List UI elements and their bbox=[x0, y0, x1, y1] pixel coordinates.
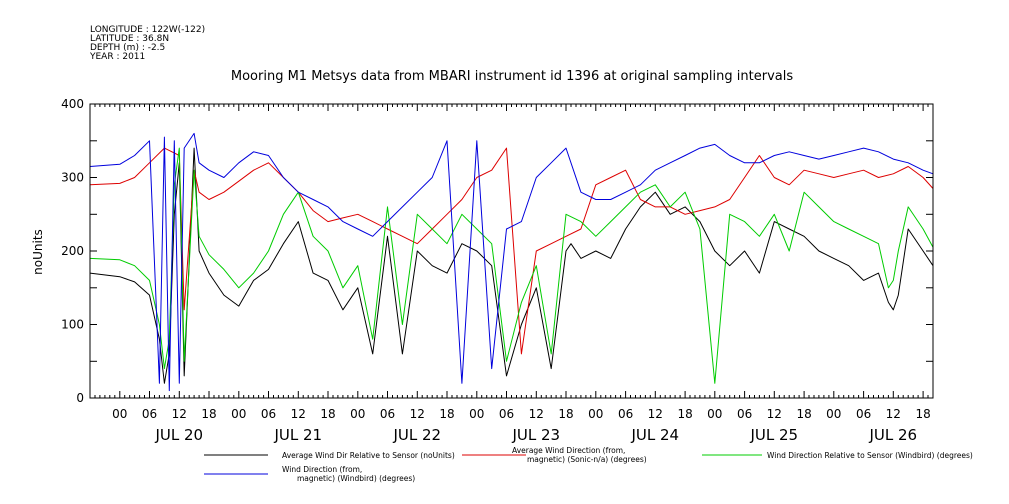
x-hour-label: 18 bbox=[320, 407, 335, 421]
x-day-label: JUL 25 bbox=[749, 426, 798, 444]
legend-label-red-1: Average Wind Direction (from, bbox=[512, 446, 625, 455]
series-line-2 bbox=[89, 147, 934, 355]
x-hour-label: 06 bbox=[499, 407, 514, 421]
x-day-label: JUL 21 bbox=[273, 426, 322, 444]
x-hour-label: 12 bbox=[886, 407, 901, 421]
series-line-4 bbox=[89, 132, 934, 392]
legend-label-red-2: magnetic) (Sonic-n/a) (degrees) bbox=[527, 455, 647, 464]
x-hour-label: 06 bbox=[737, 407, 752, 421]
x-hour-label: 12 bbox=[767, 407, 782, 421]
y-tick-label: 0 bbox=[76, 391, 84, 405]
x-hour-label: 12 bbox=[410, 407, 425, 421]
x-day-label: JUL 23 bbox=[511, 426, 560, 444]
x-hour-label: 00 bbox=[112, 407, 127, 421]
series-layer bbox=[89, 132, 934, 392]
x-day-label: JUL 22 bbox=[392, 426, 441, 444]
x-hour-label: 18 bbox=[558, 407, 573, 421]
y-tick-label: 300 bbox=[61, 171, 84, 185]
x-hour-label: 06 bbox=[618, 407, 633, 421]
x-hour-label: 06 bbox=[380, 407, 395, 421]
x-hour-label: 06 bbox=[856, 407, 871, 421]
meta-longitude: LONGITUDE : 122W(-122) bbox=[90, 25, 205, 35]
x-hour-label: 00 bbox=[231, 407, 246, 421]
x-hour-label: 18 bbox=[439, 407, 454, 421]
x-hour-label: 18 bbox=[796, 407, 811, 421]
legend-label-black: Average Wind Dir Relative to Sensor (noU… bbox=[282, 451, 455, 460]
y-tick-label: 400 bbox=[61, 97, 84, 111]
axis-layer bbox=[89, 103, 934, 399]
legend: Average Wind Dir Relative to Sensor (noU… bbox=[204, 446, 973, 483]
x-hour-label: 12 bbox=[648, 407, 663, 421]
y-axis-label: noUnits bbox=[31, 229, 45, 275]
x-day-label: JUL 26 bbox=[868, 426, 917, 444]
legend-label-green: Wind Direction Relative to Sensor (Windb… bbox=[767, 451, 973, 460]
legend-label-blue-1: Wind Direction (from, bbox=[282, 465, 362, 474]
x-hour-label: 00 bbox=[826, 407, 841, 421]
x-hour-label: 06 bbox=[261, 407, 276, 421]
x-hour-label: 12 bbox=[529, 407, 544, 421]
y-tick-label: 100 bbox=[61, 318, 84, 332]
series-line-1 bbox=[89, 147, 934, 384]
meta-year: YEAR : 2011 bbox=[89, 52, 145, 62]
x-day-label: JUL 24 bbox=[630, 426, 679, 444]
plot-frame bbox=[89, 103, 934, 399]
x-hour-label: 18 bbox=[201, 407, 216, 421]
meta-depth: DEPTH (m) : -2.5 bbox=[90, 43, 165, 53]
x-hour-label: 00 bbox=[469, 407, 484, 421]
tick-labels: 0 100 200 300 400 00 06 12 18 JUL 20 00 06 12 18 JUL 2… bbox=[61, 97, 931, 444]
meta-latitude: LATITUDE : 36.8N bbox=[90, 34, 169, 44]
x-day-label: JUL 20 bbox=[154, 426, 203, 444]
x-hour-label: 00 bbox=[350, 407, 365, 421]
x-hour-label: 18 bbox=[915, 407, 930, 421]
x-hour-label: 18 bbox=[677, 407, 692, 421]
x-hour-label: 12 bbox=[172, 407, 187, 421]
x-hour-label: 00 bbox=[707, 407, 722, 421]
x-hour-label: 00 bbox=[588, 407, 603, 421]
y-tick-label: 200 bbox=[61, 244, 84, 258]
x-hour-label: 12 bbox=[291, 407, 306, 421]
series-line-3 bbox=[89, 147, 934, 384]
x-hour-label: 06 bbox=[142, 407, 157, 421]
legend-label-blue-2: magnetic) (Windbird) (degrees) bbox=[297, 474, 415, 483]
chart-title: Mooring M1 Metsys data from MBARI instru… bbox=[231, 69, 793, 84]
